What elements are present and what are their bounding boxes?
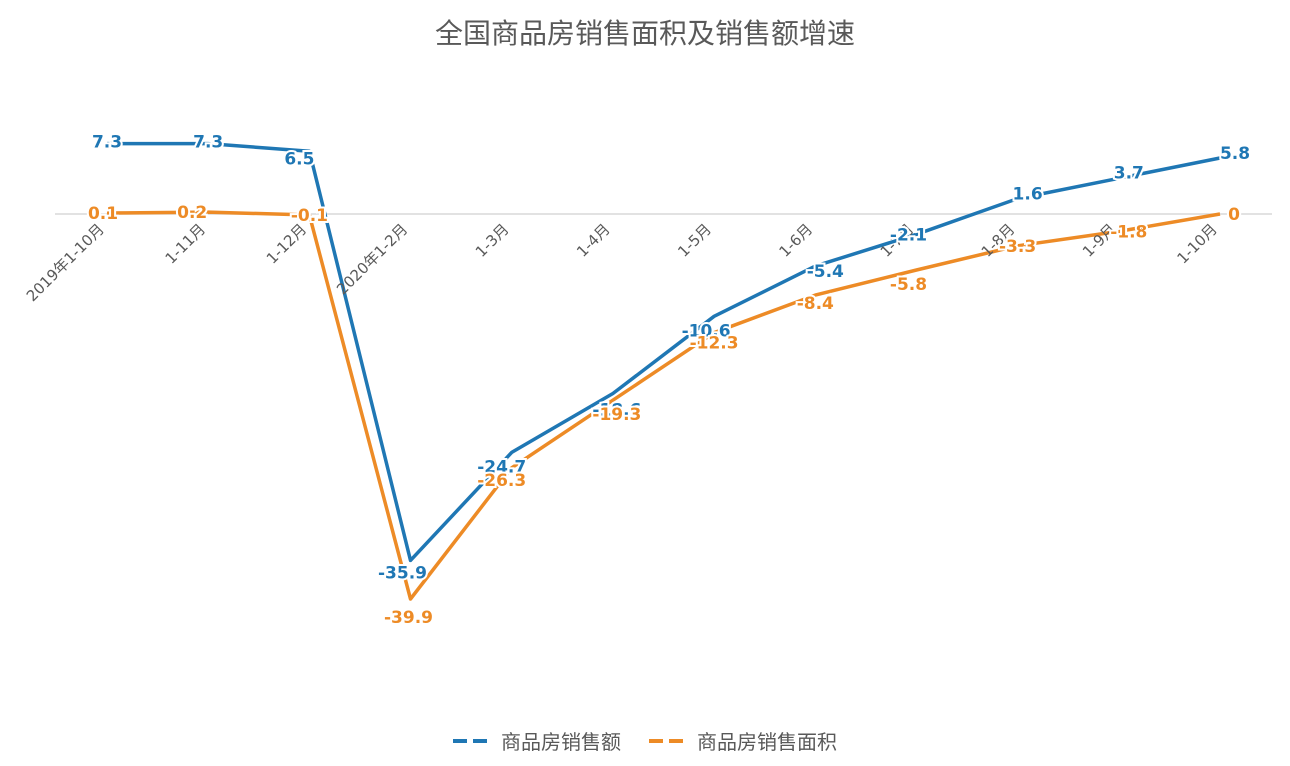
data-label: -12.3 xyxy=(690,334,739,354)
data-label: -39.9 xyxy=(384,608,433,628)
legend-label-sales-area: 商品房销售面积 xyxy=(697,730,837,754)
series-line-sales-amount xyxy=(107,141,1221,563)
data-label: 0 xyxy=(1228,205,1240,225)
data-label: -35.9 xyxy=(378,563,427,583)
data-label: -26.3 xyxy=(477,471,526,491)
data-label: 7.3 xyxy=(193,133,223,153)
legend-swatch-sales-area xyxy=(649,738,689,743)
data-label: 7.3 xyxy=(92,133,122,153)
data-label: -19.3 xyxy=(592,405,641,425)
data-label: 6.5 xyxy=(284,149,314,169)
x-tick-label: 1-11月 xyxy=(162,220,209,267)
x-tick-label: 1-10月 xyxy=(1173,220,1220,267)
data-label: -2.1 xyxy=(890,225,927,245)
data-label: -5.8 xyxy=(890,275,927,295)
data-label: -18.6 xyxy=(592,401,641,421)
x-tick-labels: 2019年1-10月 1-11月 1-12月 2020年1-2月 1-3月 1-4月 1-5… xyxy=(23,220,1221,305)
data-label: -8.4 xyxy=(797,294,834,314)
data-label: -0.1 xyxy=(291,206,328,226)
data-label: 3.7 xyxy=(1114,163,1144,183)
legend-item-sales-area[interactable]: 商品房销售面积 xyxy=(649,726,837,755)
data-label: 0.2 xyxy=(177,203,207,223)
series-lines xyxy=(106,141,1221,601)
data-label: -10.6 xyxy=(682,321,731,341)
data-label: 0.1 xyxy=(88,204,118,224)
x-tick-label: 1-12月 xyxy=(263,220,310,267)
data-label: 1.6 xyxy=(1013,185,1043,205)
data-labels: 7.3 7.3 6.5 -35.9 -24.7 -18.6 -10.6 -5.4 -2.1 1.6… xyxy=(86,131,1252,630)
x-tick-label: 1-4月 xyxy=(573,220,614,261)
x-tick-label: 1-3月 xyxy=(472,220,513,261)
data-label: -24.7 xyxy=(477,457,526,477)
legend-label-sales-amount: 商品房销售额 xyxy=(501,730,621,754)
data-label: 5.8 xyxy=(1220,144,1250,164)
chart-title: 全国商品房销售面积及销售额增速 xyxy=(434,17,855,50)
x-tick-label: 1-6月 xyxy=(775,220,816,261)
data-label: -5.4 xyxy=(807,262,844,282)
legend-swatch-sales-amount xyxy=(453,738,493,743)
data-label: -1.8 xyxy=(1110,222,1147,242)
x-tick-label: 2019年1-10月 xyxy=(23,220,108,305)
x-tick-label: 2020年1-2月 xyxy=(333,220,411,298)
series-line-sales-area xyxy=(106,210,1221,601)
legend: 商品房销售额 商品房销售面积 xyxy=(0,726,1290,755)
legend-item-sales-amount[interactable]: 商品房销售额 xyxy=(453,726,621,755)
data-label: -3.3 xyxy=(999,237,1036,257)
x-tick-label: 1-5月 xyxy=(674,220,715,261)
